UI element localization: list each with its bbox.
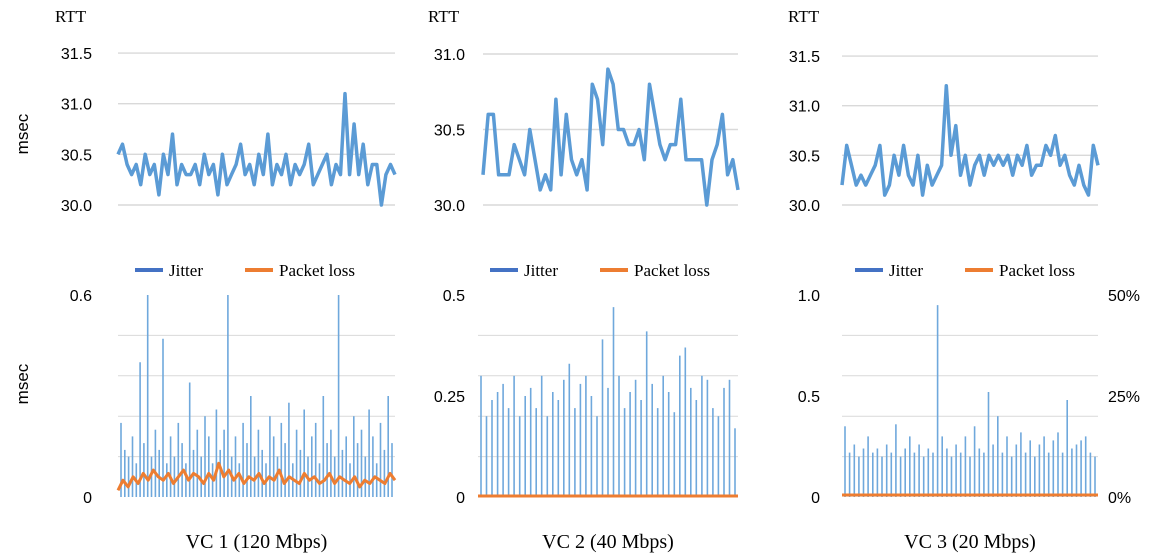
y-tick-label: 0 <box>811 490 820 507</box>
legend-jitter-label: Jitter <box>169 261 203 280</box>
panel-caption: VC 1 (120 Mbps) <box>186 531 328 553</box>
legend-jitter-label: Jitter <box>524 261 558 280</box>
y-tick-label: 30.0 <box>789 198 820 215</box>
rtt-series-line <box>840 84 1100 197</box>
rtt-title: RTT <box>788 7 820 26</box>
y-tick-label: 31.0 <box>61 97 92 114</box>
rtt-series-line <box>481 67 740 207</box>
y-tick-label: 30.5 <box>434 123 465 140</box>
y-tick-label: 30.5 <box>789 148 820 165</box>
panel-caption: VC 3 (20 Mbps) <box>904 531 1036 553</box>
rtt-series-line <box>116 91 397 207</box>
y-tick-label: 0.5 <box>798 389 820 406</box>
legend-jitter-label: Jitter <box>889 261 923 280</box>
y2-tick-label: 0% <box>1108 490 1131 507</box>
rtt-title: RTT <box>428 7 460 26</box>
y-tick-label: 30.0 <box>61 198 92 215</box>
y-tick-label: 0 <box>83 490 92 507</box>
y-tick-label: 0.6 <box>70 288 92 305</box>
y-tick-label: 1.0 <box>798 288 820 305</box>
legend-packet-loss-label: Packet loss <box>634 261 710 280</box>
y-tick-label: 31.5 <box>61 46 92 63</box>
panel-caption: VC 2 (40 Mbps) <box>542 531 674 553</box>
y-tick-label: 30.5 <box>61 147 92 164</box>
rtt-title: RTT <box>55 7 87 26</box>
jitter-y-axis-label: msec <box>13 363 32 404</box>
y-tick-label: 31.5 <box>789 49 820 66</box>
y-tick-label: 31.0 <box>434 47 465 64</box>
y-tick-label: 31.0 <box>789 99 820 116</box>
y-tick-label: 0.5 <box>443 288 465 305</box>
y-tick-label: 30.0 <box>434 198 465 215</box>
legend-packet-loss-label: Packet loss <box>279 261 355 280</box>
legend-packet-loss-label: Packet loss <box>999 261 1075 280</box>
y-tick-label: 0 <box>456 490 465 507</box>
y2-tick-label: 50% <box>1108 288 1140 305</box>
y-tick-label: 0.25 <box>434 389 465 406</box>
y2-tick-label: 25% <box>1108 389 1140 406</box>
rtt-y-axis-label: msec <box>13 113 32 154</box>
packet-loss-line <box>116 461 397 491</box>
